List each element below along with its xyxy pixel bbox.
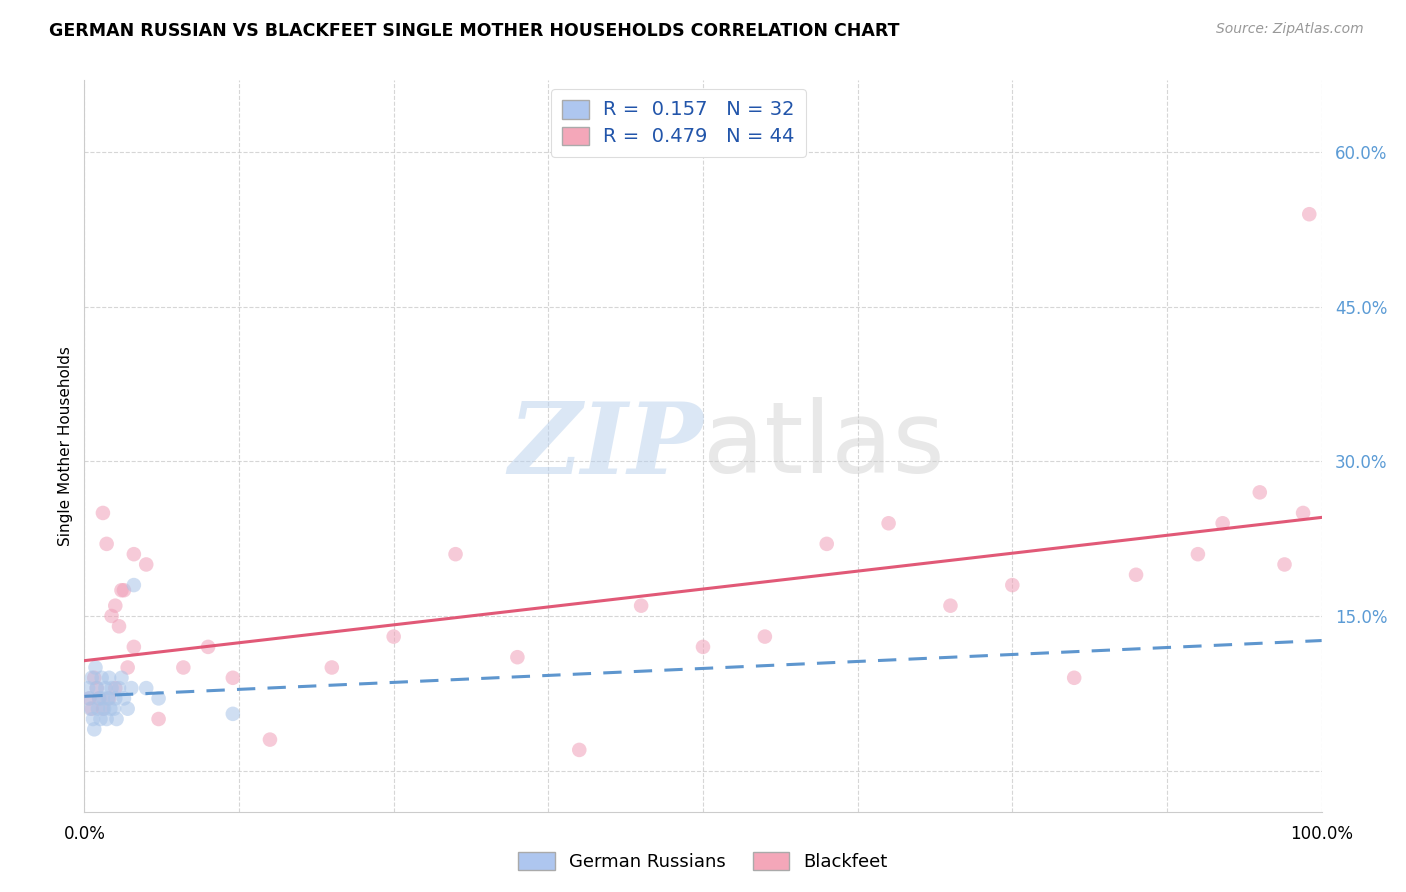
- Point: [148, 691, 170, 706]
- Point: [108, 619, 131, 633]
- Point: [112, 583, 135, 598]
- Point: [110, 671, 132, 685]
- Point: [96, 712, 118, 726]
- Point: [77, 681, 100, 695]
- Point: [94, 681, 117, 695]
- Point: [630, 599, 652, 613]
- Point: [568, 743, 591, 757]
- Point: [1001, 578, 1024, 592]
- Point: [1274, 558, 1296, 572]
- Text: atlas: atlas: [703, 398, 945, 494]
- Legend: R =  0.157   N = 32, R =  0.479   N = 44: R = 0.157 N = 32, R = 0.479 N = 44: [551, 89, 806, 157]
- Text: Source: ZipAtlas.com: Source: ZipAtlas.com: [1216, 22, 1364, 37]
- Point: [91, 702, 114, 716]
- Point: [79, 691, 101, 706]
- Point: [100, 609, 122, 624]
- Point: [172, 660, 194, 674]
- Legend: German Russians, Blackfeet: German Russians, Blackfeet: [512, 845, 894, 879]
- Point: [1298, 207, 1320, 221]
- Point: [105, 712, 128, 726]
- Point: [120, 681, 142, 695]
- Point: [97, 691, 120, 706]
- Point: [135, 681, 157, 695]
- Point: [1187, 547, 1209, 561]
- Point: [98, 702, 121, 716]
- Point: [90, 671, 112, 685]
- Point: [98, 671, 121, 685]
- Point: [692, 640, 714, 654]
- Point: [122, 547, 145, 561]
- Point: [148, 712, 170, 726]
- Point: [98, 691, 121, 706]
- Point: [91, 506, 114, 520]
- Point: [100, 681, 122, 695]
- Point: [86, 681, 108, 695]
- Point: [84, 660, 107, 674]
- Point: [222, 706, 245, 721]
- Point: [80, 671, 103, 685]
- Point: [83, 671, 105, 685]
- Point: [83, 723, 105, 737]
- Point: [79, 702, 101, 716]
- Text: GERMAN RUSSIAN VS BLACKFEET SINGLE MOTHER HOUSEHOLDS CORRELATION CHART: GERMAN RUSSIAN VS BLACKFEET SINGLE MOTHE…: [49, 22, 900, 40]
- Y-axis label: Single Mother Households: Single Mother Households: [58, 346, 73, 546]
- Text: ZIP: ZIP: [508, 398, 703, 494]
- Point: [79, 691, 101, 706]
- Point: [93, 702, 115, 716]
- Point: [104, 681, 127, 695]
- Point: [91, 691, 114, 706]
- Point: [321, 660, 343, 674]
- Point: [117, 660, 139, 674]
- Point: [117, 702, 139, 716]
- Point: [89, 691, 111, 706]
- Point: [382, 630, 405, 644]
- Point: [815, 537, 838, 551]
- Point: [222, 671, 245, 685]
- Point: [86, 681, 108, 695]
- Point: [89, 691, 111, 706]
- Point: [122, 640, 145, 654]
- Point: [135, 558, 157, 572]
- Point: [1125, 567, 1147, 582]
- Point: [1292, 506, 1315, 520]
- Point: [108, 681, 131, 695]
- Point: [80, 702, 103, 716]
- Point: [87, 702, 110, 716]
- Point: [89, 712, 111, 726]
- Point: [96, 537, 118, 551]
- Point: [122, 578, 145, 592]
- Point: [444, 547, 467, 561]
- Point: [939, 599, 962, 613]
- Point: [506, 650, 529, 665]
- Point: [197, 640, 219, 654]
- Point: [104, 599, 127, 613]
- Point: [110, 583, 132, 598]
- Point: [1063, 671, 1085, 685]
- Point: [754, 630, 776, 644]
- Point: [877, 516, 900, 531]
- Point: [82, 712, 104, 726]
- Point: [104, 691, 127, 706]
- Point: [259, 732, 281, 747]
- Point: [1212, 516, 1234, 531]
- Point: [1249, 485, 1271, 500]
- Point: [103, 702, 125, 716]
- Point: [112, 691, 135, 706]
